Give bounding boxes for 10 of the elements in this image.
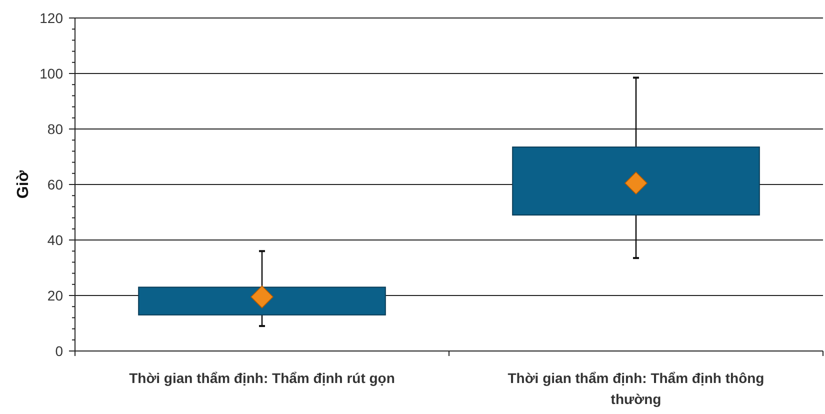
y-tick-label: 100: [40, 65, 64, 82]
y-tick-label: 40: [47, 232, 64, 248]
x-tick-label: Thời gian thẩm định: Thẩm định thông thường: [508, 370, 764, 407]
y-tick-label: 120: [40, 10, 64, 26]
y-tick-label: 0: [55, 342, 64, 359]
y-tick-label: 80: [47, 120, 64, 137]
y-tick-label: 20: [47, 287, 64, 304]
y-axis-title: Giờ: [15, 170, 32, 199]
y-tick-label: 60: [47, 176, 64, 192]
x-tick-label: Thời gian thẩm định: Thẩm định rút gọn: [129, 370, 395, 386]
